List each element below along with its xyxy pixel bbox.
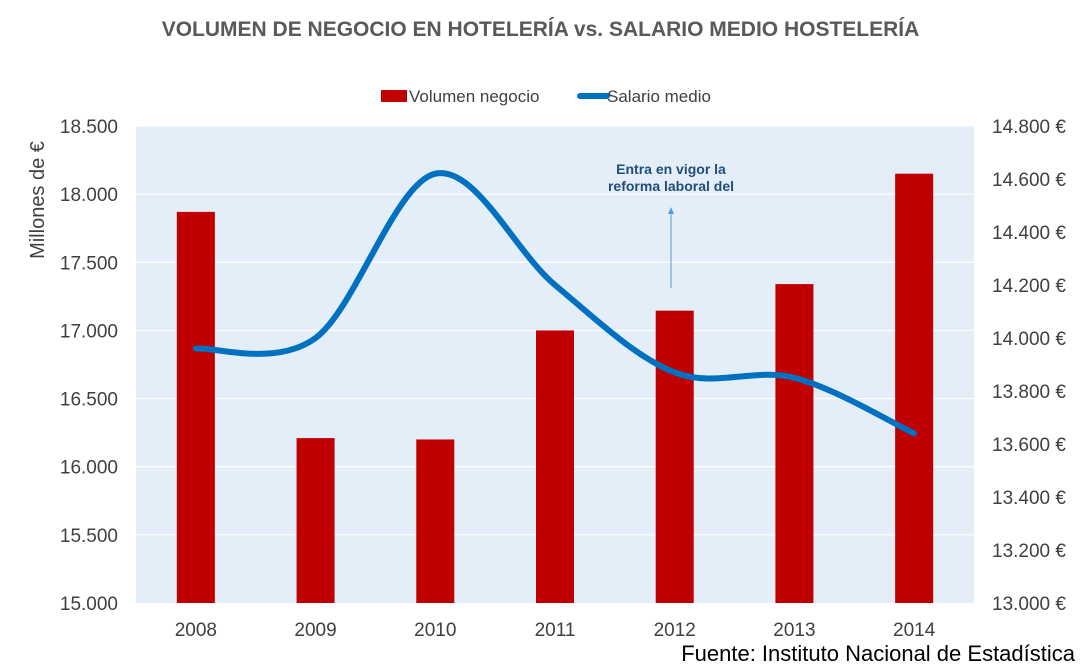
left-axis-title: Millones de € (27, 141, 49, 259)
bar (536, 330, 574, 603)
legend-bar-label: Volumen negocio (409, 87, 539, 106)
x-axis-ticks: 2008 2009 2010 2011 2012 2013 2014 (175, 620, 936, 641)
x-tick-label: 2009 (294, 620, 336, 641)
bar (296, 438, 335, 603)
line-series (192, 170, 918, 437)
x-tick-label: 2014 (893, 620, 936, 641)
left-axis-ticks: 15.000 15.500 16.000 16.500 17.000 17.500 18.0… (60, 117, 118, 615)
x-tick-label: 2011 (535, 620, 576, 641)
right-tick-label: 14.400 € (992, 223, 1066, 244)
bar (416, 439, 455, 603)
bar (895, 173, 934, 603)
right-tick-label: 14.600 € (992, 170, 1066, 191)
left-tick-label: 17.500 (60, 253, 118, 274)
left-tick-label: 16.500 (60, 390, 118, 411)
x-tick-label: 2010 (414, 620, 456, 641)
x-tick-label: 2013 (773, 620, 815, 641)
salary-line (192, 170, 918, 437)
left-tick-label: 16.000 (60, 458, 118, 479)
bar (655, 310, 694, 603)
x-tick-label: 2008 (175, 620, 217, 641)
right-tick-label: 14.000 € (992, 329, 1066, 350)
legend-line-label: Salario medio (607, 87, 711, 106)
bar (775, 284, 814, 603)
bar-series (176, 173, 934, 604)
left-tick-label: 18.500 (60, 117, 118, 138)
annotation-text-line2: reforma laboral del (608, 178, 734, 194)
legend-bar-swatch (381, 90, 407, 102)
bar (176, 211, 215, 604)
annotation-text-line1: Entra en vigor la (616, 161, 726, 177)
right-tick-label: 14.800 € (992, 117, 1066, 138)
right-tick-label: 13.400 € (992, 488, 1066, 509)
left-tick-label: 17.000 (60, 321, 118, 342)
right-axis-ticks: 13.000 € 13.200 € 13.400 € 13.600 € 13.800 €… (992, 117, 1066, 615)
x-tick-label: 2012 (654, 620, 696, 641)
left-tick-label: 15.000 (60, 594, 118, 615)
legend: Volumen negocio Salario medio (381, 87, 711, 106)
right-tick-label: 13.600 € (992, 435, 1066, 456)
right-tick-label: 13.200 € (992, 541, 1066, 562)
right-tick-label: 13.800 € (992, 382, 1066, 403)
right-tick-label: 13.000 € (992, 594, 1066, 615)
annotation: Entra en vigor la reforma laboral del (608, 161, 734, 288)
left-tick-label: 15.500 (60, 526, 118, 547)
chart-title: VOLUMEN DE NEGOCIO EN HOTELERÍA vs. SALA… (161, 18, 920, 41)
left-tick-label: 18.000 (60, 185, 118, 206)
source-note: Fuente: Instituto Nacional de Estadístic… (681, 641, 1075, 666)
right-tick-label: 14.200 € (992, 276, 1066, 297)
annotation-arrow-head (668, 207, 674, 214)
